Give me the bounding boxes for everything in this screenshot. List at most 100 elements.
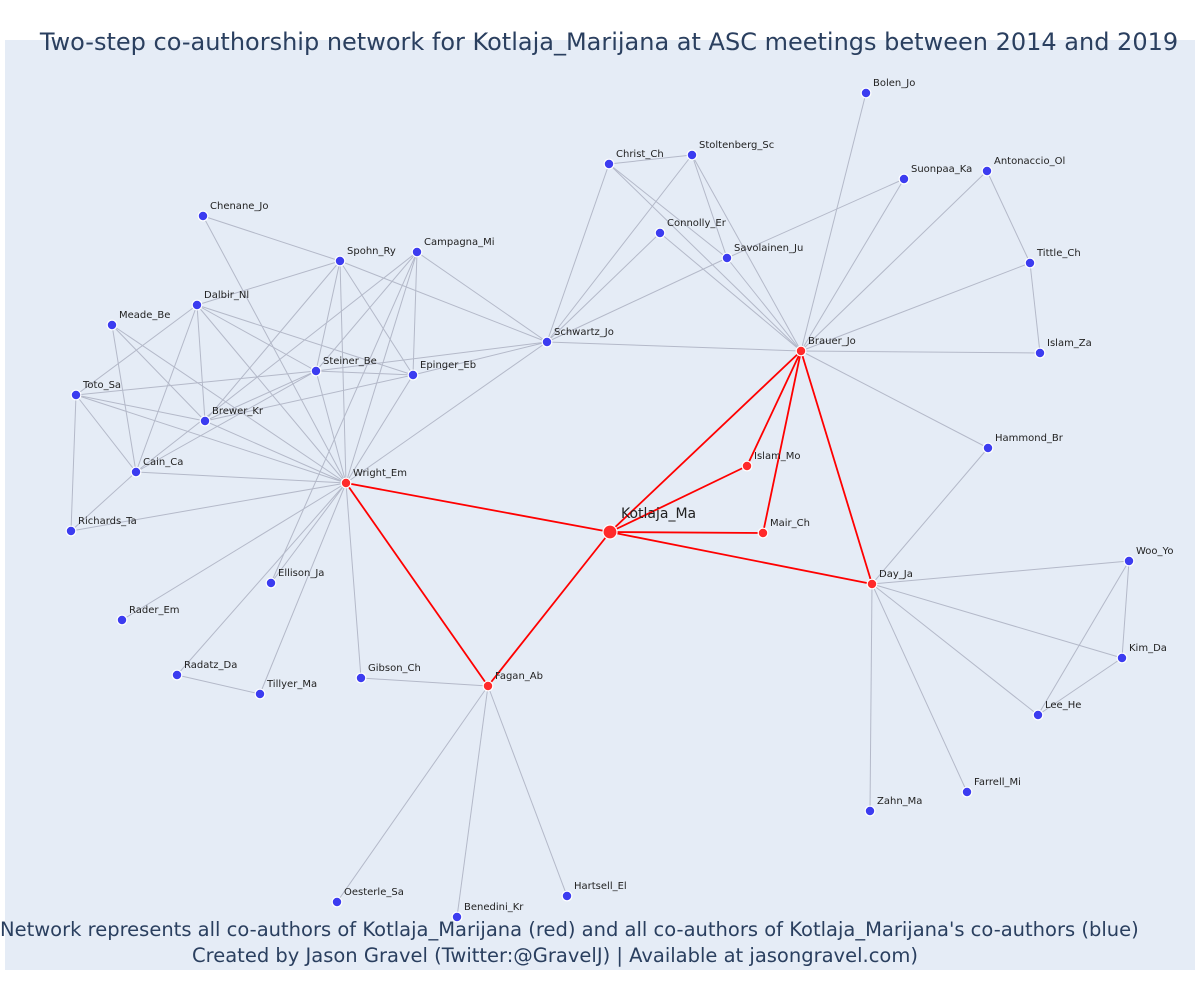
node-Stoltenberg_Sc[interactable]: Stoltenberg_Sc: [686, 140, 774, 161]
node-marker[interactable]: [199, 415, 211, 427]
node-marker[interactable]: [116, 614, 128, 626]
node-Zahn_Ma[interactable]: Zahn_Ma: [864, 796, 922, 817]
node-marker[interactable]: [254, 688, 266, 700]
node-marker[interactable]: [1034, 347, 1046, 359]
node-Tillyer_Ma[interactable]: Tillyer_Ma: [254, 679, 317, 700]
node-Campagna_Mi[interactable]: Campagna_Mi: [411, 237, 495, 258]
node-Mair_Ch[interactable]: Mair_Ch: [757, 518, 810, 539]
node-label: Radatz_Da: [184, 660, 237, 671]
edge-Stoltenberg_Sc-Savolainen_Ju: [691, 154, 728, 259]
node-marker[interactable]: [981, 165, 993, 177]
node-marker[interactable]: [654, 227, 666, 239]
node-marker[interactable]: [603, 158, 615, 170]
node-marker[interactable]: [482, 680, 494, 692]
node-Radatz_Da[interactable]: Radatz_Da: [171, 660, 237, 681]
node-marker[interactable]: [757, 527, 769, 539]
node-marker[interactable]: [334, 255, 346, 267]
node-marker[interactable]: [795, 345, 807, 357]
node-marker[interactable]: [197, 210, 209, 222]
node-Brewer_Kr[interactable]: Brewer_Kr: [199, 406, 264, 427]
edge-Connolly_Er-Schwartz_Jo: [546, 232, 661, 343]
node-Islam_Za[interactable]: Islam_Za: [1034, 338, 1092, 359]
node-Hammond_Br[interactable]: Hammond_Br: [982, 433, 1064, 454]
node-marker[interactable]: [310, 365, 322, 377]
node-Toto_Sa[interactable]: Toto_Sa: [70, 380, 121, 401]
node-marker[interactable]: [171, 669, 183, 681]
node-marker[interactable]: [721, 252, 733, 264]
edge-Wright_Em-Dalbir_Nl: [196, 304, 347, 484]
node-Ellison_Ja[interactable]: Ellison_Ja: [265, 568, 324, 589]
node-Suonpaa_Ka[interactable]: Suonpaa_Ka: [898, 164, 972, 185]
edge-Dalbir_Nl-Epinger_Eb: [196, 304, 414, 376]
node-marker[interactable]: [130, 466, 142, 478]
node-marker[interactable]: [602, 524, 618, 540]
node-Kotlaja_Ma[interactable]: Kotlaja_Ma: [602, 506, 696, 540]
plot-area: [5, 40, 1195, 970]
node-Hartsell_El[interactable]: Hartsell_El: [561, 881, 627, 902]
node-Islam_Mo[interactable]: Islam_Mo: [741, 451, 801, 472]
node-marker[interactable]: [106, 319, 118, 331]
edge-Brauer_Jo-Bolen_Jo: [800, 92, 867, 352]
node-marker[interactable]: [70, 389, 82, 401]
node-marker[interactable]: [191, 299, 203, 311]
node-Bolen_Jo[interactable]: Bolen_Jo: [860, 78, 915, 99]
node-Cain_Ca[interactable]: Cain_Ca: [130, 457, 183, 478]
node-Woo_Yo[interactable]: Woo_Yo: [1123, 546, 1173, 567]
node-Benedini_Kr[interactable]: Benedini_Kr: [451, 902, 524, 923]
node-marker[interactable]: [411, 246, 423, 258]
node-label: Tillyer_Ma: [266, 679, 317, 690]
node-Spohn_Ry[interactable]: Spohn_Ry: [334, 246, 396, 267]
edge-Wright_Em-Fagan_Ab: [345, 482, 489, 687]
node-marker[interactable]: [898, 173, 910, 185]
node-marker[interactable]: [265, 577, 277, 589]
node-Schwartz_Jo[interactable]: Schwartz_Jo: [541, 327, 614, 348]
node-marker[interactable]: [561, 890, 573, 902]
node-Savolainen_Ju[interactable]: Savolainen_Ju: [721, 243, 803, 264]
node-Brauer_Jo[interactable]: Brauer_Jo: [795, 336, 856, 357]
node-Farrell_Mi[interactable]: Farrell_Mi: [961, 777, 1021, 798]
node-Connolly_Er[interactable]: Connolly_Er: [654, 218, 727, 239]
node-Christ_Ch[interactable]: Christ_Ch: [603, 149, 664, 170]
node-Chenane_Jo[interactable]: Chenane_Jo: [197, 201, 269, 222]
node-marker[interactable]: [340, 477, 352, 489]
node-marker[interactable]: [866, 578, 878, 590]
node-Wright_Em[interactable]: Wright_Em: [340, 468, 407, 489]
node-marker[interactable]: [65, 525, 77, 537]
node-Meade_Be[interactable]: Meade_Be: [106, 310, 170, 331]
node-marker[interactable]: [686, 149, 698, 161]
node-Dalbir_Nl[interactable]: Dalbir_Nl: [191, 290, 249, 311]
node-marker[interactable]: [864, 805, 876, 817]
edge-Fagan_Ab-Hartsell_El: [487, 685, 568, 897]
node-label: Stoltenberg_Sc: [699, 140, 774, 151]
node-marker[interactable]: [1116, 652, 1128, 664]
edge-Wright_Em-Rader_Em: [121, 482, 347, 621]
node-Fagan_Ab[interactable]: Fagan_Ab: [482, 671, 543, 692]
node-Day_Ja[interactable]: Day_Ja: [866, 569, 913, 590]
node-Antonaccio_Ol[interactable]: Antonaccio_Ol: [981, 156, 1065, 177]
node-marker[interactable]: [982, 442, 994, 454]
node-label: Kotlaja_Ma: [621, 506, 696, 522]
edge-Steiner_Be-Cain_Ca: [135, 370, 317, 473]
node-Richards_Ta[interactable]: Richards_Ta: [65, 516, 137, 537]
node-marker[interactable]: [541, 336, 553, 348]
node-marker[interactable]: [407, 369, 419, 381]
node-Epinger_Eb[interactable]: Epinger_Eb: [407, 360, 476, 381]
edge-Wright_Em-Chenane_Jo: [202, 215, 347, 484]
node-marker[interactable]: [741, 460, 753, 472]
node-marker[interactable]: [331, 896, 343, 908]
node-Tittle_Ch[interactable]: Tittle_Ch: [1024, 248, 1081, 269]
node-marker[interactable]: [1032, 709, 1044, 721]
node-Gibson_Ch[interactable]: Gibson_Ch: [355, 663, 421, 684]
node-Kim_Da[interactable]: Kim_Da: [1116, 643, 1167, 664]
node-marker[interactable]: [1123, 555, 1135, 567]
node-marker[interactable]: [355, 672, 367, 684]
node-Lee_He[interactable]: Lee_He: [1032, 700, 1081, 721]
node-marker[interactable]: [1024, 257, 1036, 269]
node-Oesterle_Sa[interactable]: Oesterle_Sa: [331, 887, 404, 908]
node-marker[interactable]: [451, 911, 463, 923]
edge-Wright_Em-Meade_Be: [111, 324, 347, 484]
node-Rader_Em[interactable]: Rader_Em: [116, 605, 180, 626]
node-Steiner_Be[interactable]: Steiner_Be: [310, 356, 377, 377]
node-marker[interactable]: [860, 87, 872, 99]
node-marker[interactable]: [961, 786, 973, 798]
